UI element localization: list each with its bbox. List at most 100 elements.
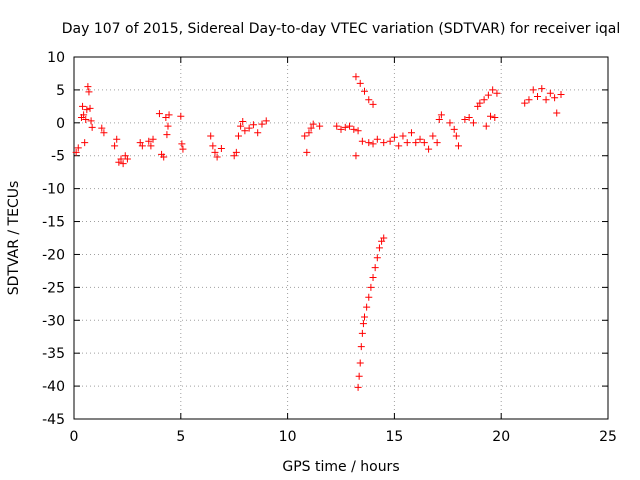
- data-point: [147, 142, 155, 150]
- y-tick-label: -35: [42, 346, 65, 362]
- data-point: [81, 139, 89, 147]
- data-point: [84, 83, 92, 91]
- x-axis-label: GPS time / hours: [282, 459, 399, 475]
- data-point: [538, 85, 546, 93]
- data-point: [542, 96, 550, 104]
- data-point: [234, 132, 242, 140]
- y-tick-label: -45: [42, 412, 65, 428]
- data-point: [213, 153, 221, 161]
- data-point: [365, 96, 373, 104]
- data-point: [149, 135, 157, 143]
- data-point: [337, 125, 345, 133]
- data-point: [365, 293, 373, 301]
- data-point: [546, 89, 554, 97]
- data-point: [367, 283, 375, 291]
- data-point: [360, 87, 368, 95]
- data-point: [476, 99, 484, 107]
- x-tick-label: 5: [176, 429, 185, 445]
- data-point: [207, 132, 215, 140]
- data-point: [491, 114, 499, 122]
- data-point: [487, 112, 495, 120]
- data-point: [551, 94, 559, 102]
- data-point: [534, 92, 542, 100]
- data-point: [557, 91, 565, 99]
- data-point: [375, 244, 383, 252]
- data-point: [521, 99, 529, 107]
- y-tick-label: -30: [42, 313, 65, 329]
- data-point: [529, 86, 537, 94]
- data-point: [482, 122, 490, 130]
- data-point: [249, 121, 257, 129]
- data-point: [356, 359, 364, 367]
- data-point: [72, 148, 80, 156]
- data-point: [241, 127, 249, 135]
- x-tick-label: 25: [599, 429, 617, 445]
- data-point: [355, 372, 363, 380]
- data-point: [399, 132, 407, 140]
- data-point: [123, 155, 131, 163]
- data-point: [359, 320, 367, 328]
- data-point: [179, 145, 187, 153]
- data-point: [350, 125, 358, 133]
- data-point: [354, 127, 362, 135]
- x-tick-label: 0: [70, 429, 79, 445]
- data-point: [178, 140, 186, 148]
- data-point: [363, 303, 371, 311]
- data-point: [86, 104, 94, 112]
- data-point: [371, 264, 379, 272]
- y-tick-label: -20: [42, 247, 65, 263]
- data-point: [493, 89, 501, 97]
- data-point: [164, 122, 172, 130]
- data-point: [484, 91, 492, 99]
- data-point: [352, 152, 360, 160]
- data-point: [465, 114, 473, 122]
- data-point: [369, 140, 377, 148]
- data-point: [469, 119, 477, 127]
- data-point: [380, 139, 388, 147]
- data-point: [309, 120, 317, 128]
- data-point: [380, 234, 388, 242]
- data-point: [88, 123, 96, 131]
- data-point: [117, 155, 125, 163]
- data-point: [165, 111, 173, 119]
- data-point: [386, 137, 394, 145]
- data-point: [258, 120, 266, 128]
- data-point: [452, 132, 460, 140]
- data-point: [177, 112, 185, 120]
- data-point: [369, 100, 377, 108]
- data-point: [369, 273, 377, 281]
- data-point: [450, 125, 458, 133]
- data-point: [145, 137, 153, 145]
- data-point: [211, 148, 219, 156]
- data-point: [461, 116, 469, 124]
- data-point: [352, 73, 360, 81]
- data-point: [262, 117, 270, 125]
- data-point: [209, 142, 217, 150]
- y-tick-label: -5: [51, 149, 65, 165]
- data-point: [437, 111, 445, 119]
- data-point: [390, 133, 398, 141]
- chart-title: Day 107 of 2015, Sidereal Day-to-day VTE…: [62, 21, 620, 37]
- data-point: [163, 131, 171, 139]
- data-point: [420, 139, 428, 147]
- data-point: [553, 109, 561, 117]
- data-point: [74, 144, 82, 152]
- y-tick-label: 10: [47, 50, 65, 66]
- data-point: [346, 122, 354, 130]
- data-point: [111, 142, 119, 150]
- y-tick-label: -40: [42, 379, 65, 395]
- data-point: [357, 343, 365, 351]
- data-point: [403, 139, 411, 147]
- data-point: [80, 111, 88, 119]
- data-point: [254, 129, 262, 137]
- data-series: [72, 73, 565, 391]
- data-point: [360, 313, 368, 321]
- data-point: [82, 116, 90, 124]
- data-point: [232, 148, 240, 156]
- data-point: [425, 145, 433, 153]
- data-point: [217, 144, 225, 152]
- data-point: [454, 142, 462, 150]
- data-point: [373, 135, 381, 143]
- data-point: [316, 122, 324, 130]
